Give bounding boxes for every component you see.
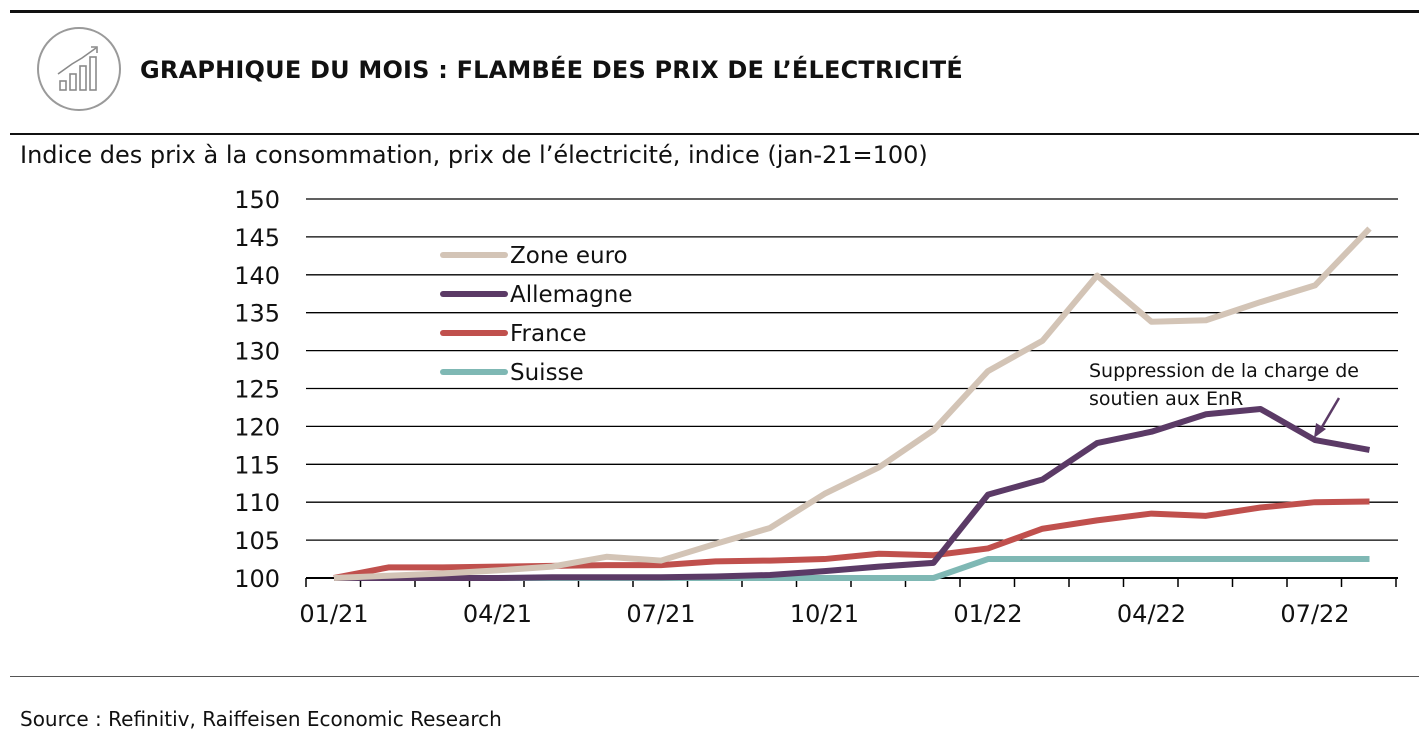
y-tick-label: 120 bbox=[234, 413, 280, 441]
bar-chart-trend-icon bbox=[36, 26, 122, 112]
y-tick-label: 110 bbox=[234, 489, 280, 517]
chart-legend: Zone euro Allemagne France Suisse bbox=[440, 243, 633, 386]
annotation-text-line2: soutien aux EnR bbox=[1089, 388, 1243, 410]
series-line-zone-euro bbox=[333, 226, 1372, 581]
legend-label: Suisse bbox=[510, 360, 584, 386]
y-tick-label: 135 bbox=[234, 300, 280, 328]
y-axis-ticks: 100 105 110 115 120 125 130 135 140 145 150 bbox=[234, 186, 280, 593]
legend-label: Zone euro bbox=[510, 243, 628, 269]
top-rule bbox=[10, 10, 1419, 13]
y-tick-label: 105 bbox=[234, 527, 280, 555]
chart-grid bbox=[306, 198, 1398, 579]
y-tick-label: 130 bbox=[234, 338, 280, 366]
x-tick-label: 04/22 bbox=[1117, 600, 1186, 628]
y-tick-label: 140 bbox=[234, 262, 280, 290]
source-note: Source : Refinitiv, Raiffeisen Economic … bbox=[20, 707, 502, 731]
series-line-france bbox=[333, 498, 1370, 581]
y-tick-label: 100 bbox=[234, 565, 280, 593]
x-tick-label: 07/22 bbox=[1280, 600, 1349, 628]
chart-series bbox=[333, 226, 1372, 581]
page-title: GRAPHIQUE DU MOIS : FLAMBÉE DES PRIX DE … bbox=[140, 56, 963, 84]
chart-annotation: Suppression de la charge de soutien aux … bbox=[1089, 360, 1359, 438]
series-line-allemagne bbox=[334, 405, 1371, 581]
x-tick-label: 07/21 bbox=[626, 600, 695, 628]
x-axis: 01/21 04/21 07/21 10/21 01/22 04/22 07/22 bbox=[299, 577, 1398, 628]
x-tick-label: 04/21 bbox=[463, 600, 532, 628]
x-tick-label: 01/21 bbox=[299, 600, 368, 628]
y-tick-label: 150 bbox=[234, 186, 280, 214]
annotation-arrowhead bbox=[1314, 423, 1326, 438]
legend-label: Allemagne bbox=[510, 282, 633, 308]
footer-divider bbox=[10, 676, 1419, 677]
y-tick-label: 145 bbox=[234, 224, 280, 252]
legend-label: France bbox=[510, 321, 586, 347]
x-tick-label: 10/21 bbox=[790, 600, 859, 628]
y-tick-label: 125 bbox=[234, 376, 280, 404]
header-divider bbox=[10, 133, 1419, 135]
y-tick-label: 115 bbox=[234, 451, 280, 479]
chart-subtitle: Indice des prix à la consommation, prix … bbox=[20, 141, 928, 169]
annotation-arrow bbox=[1317, 397, 1341, 433]
x-tick-label: 01/22 bbox=[953, 600, 1022, 628]
annotation-text-line1: Suppression de la charge de bbox=[1089, 360, 1359, 382]
